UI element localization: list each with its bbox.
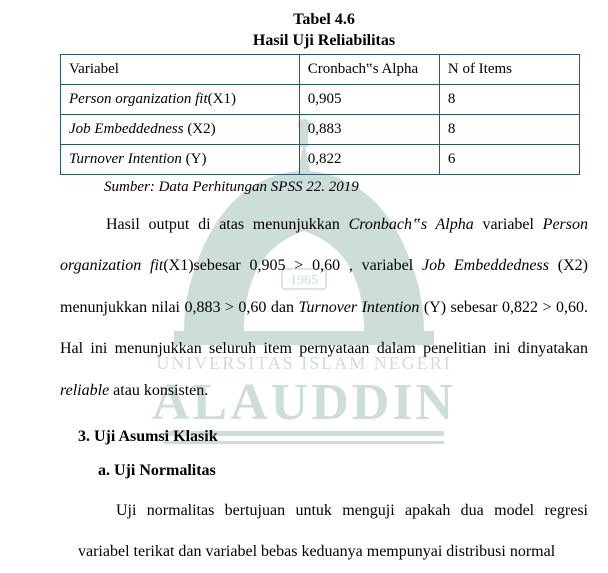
p1-i4: Turnover Intention xyxy=(298,299,419,316)
th-variabel: Variabel xyxy=(61,54,300,84)
table-header-row: Variabel Cronbach‟s Alpha N of Items xyxy=(61,54,580,84)
p1-i3: Job Embeddedness xyxy=(422,257,549,274)
p1-t1: Hasil output di atas menunjukkan xyxy=(106,216,349,233)
paragraph-2: Uji normalitas bertujuan untuk menguji a… xyxy=(60,490,588,573)
cell-alpha: 0,905 xyxy=(299,84,439,114)
p1-i1: Cronbach‟s Alpha xyxy=(349,216,474,233)
heading-uji-normalitas: a. Uji Normalitas xyxy=(60,462,588,480)
paragraph-1: Hasil output di atas menunjukkan Cronbac… xyxy=(60,204,588,412)
table-source: Sumber: Data Perhitungan SPSS 22. 2019 xyxy=(104,179,588,196)
table-row: Turnover Intention (Y) 0,822 6 xyxy=(61,144,580,174)
cell-alpha: 0,883 xyxy=(299,114,439,144)
p1-i5: reliable xyxy=(60,382,109,399)
p2-t1: Uji normalitas bertujuan untuk menguji a… xyxy=(78,502,588,561)
cell-var-italic: Turnover Intention xyxy=(69,151,182,167)
cell-var-tail: (Y) xyxy=(182,151,207,167)
cell-n: 8 xyxy=(439,84,579,114)
table-row: Person organization fit(X1) 0,905 8 xyxy=(61,84,580,114)
table-title-1: Tabel 4.6 xyxy=(60,10,588,31)
page-content: Tabel 4.6 Hasil Uji Reliabilitas Variabe… xyxy=(60,10,588,573)
cell-n: 8 xyxy=(439,114,579,144)
p1-t6: atau konsisten. xyxy=(109,382,208,399)
cell-n: 6 xyxy=(439,144,579,174)
cell-var-tail: (X1) xyxy=(208,91,236,107)
th-n: N of Items xyxy=(439,54,579,84)
reliability-table: Variabel Cronbach‟s Alpha N of Items Per… xyxy=(60,54,580,175)
th-alpha: Cronbach‟s Alpha xyxy=(299,54,439,84)
cell-var-italic: Job Embeddedness xyxy=(69,121,184,137)
p1-t3: (X1)sebesar 0,905 > 0,60 , variabel xyxy=(163,257,422,274)
cell-alpha: 0,822 xyxy=(299,144,439,174)
table-row: Job Embeddedness (X2) 0,883 8 xyxy=(61,114,580,144)
p1-t2: variabel xyxy=(474,216,543,233)
heading-uji-asumsi: 3. Uji Asumsi Klasik xyxy=(60,428,588,446)
table-title-2: Hasil Uji Reliabilitas xyxy=(60,31,588,52)
cell-var-tail: (X2) xyxy=(184,121,216,137)
cell-var-italic: Person organization fit xyxy=(69,91,208,107)
